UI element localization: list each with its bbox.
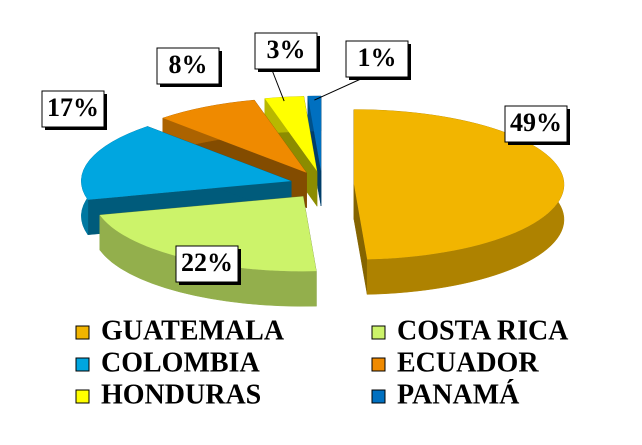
pie (81, 95, 565, 307)
legend-swatch (371, 325, 386, 340)
slice (162, 100, 307, 173)
legend-label: ECUADOR (397, 347, 539, 378)
legend: GUATEMALA COSTA RICA COLOMBIA ECUADOR HONDUR… (75, 315, 569, 410)
label-box (41, 90, 105, 128)
slice (264, 96, 317, 172)
data-label: 8% (169, 50, 208, 79)
label-box (345, 40, 409, 78)
legend-swatch (371, 357, 386, 372)
label-box (175, 245, 239, 283)
slice (353, 109, 564, 260)
leader-line (271, 69, 285, 102)
data-label: 3% (267, 35, 306, 64)
label-box (254, 32, 318, 70)
legend-swatch (75, 325, 90, 340)
data-labels: 49% 22% 17% 8% 3% 1% (41, 32, 570, 285)
slice (81, 126, 292, 200)
legend-label: HONDURAS (101, 379, 261, 410)
data-label: 1% (358, 43, 397, 72)
leader-line (314, 77, 364, 101)
slice (307, 96, 321, 172)
label-box (156, 47, 220, 85)
data-label: 49% (510, 108, 562, 137)
slice (99, 196, 317, 272)
data-label: 17% (47, 93, 99, 122)
legend-swatch (75, 357, 90, 372)
legend-label: COSTA RICA (397, 315, 569, 346)
data-label: 22% (181, 248, 233, 277)
label-box (504, 105, 568, 143)
legend-label: COLOMBIA (101, 347, 260, 378)
legend-swatch (371, 389, 386, 404)
legend-label: GUATEMALA (101, 315, 285, 346)
legend-swatch (75, 389, 90, 404)
legend-label: PANAMÁ (397, 379, 520, 410)
